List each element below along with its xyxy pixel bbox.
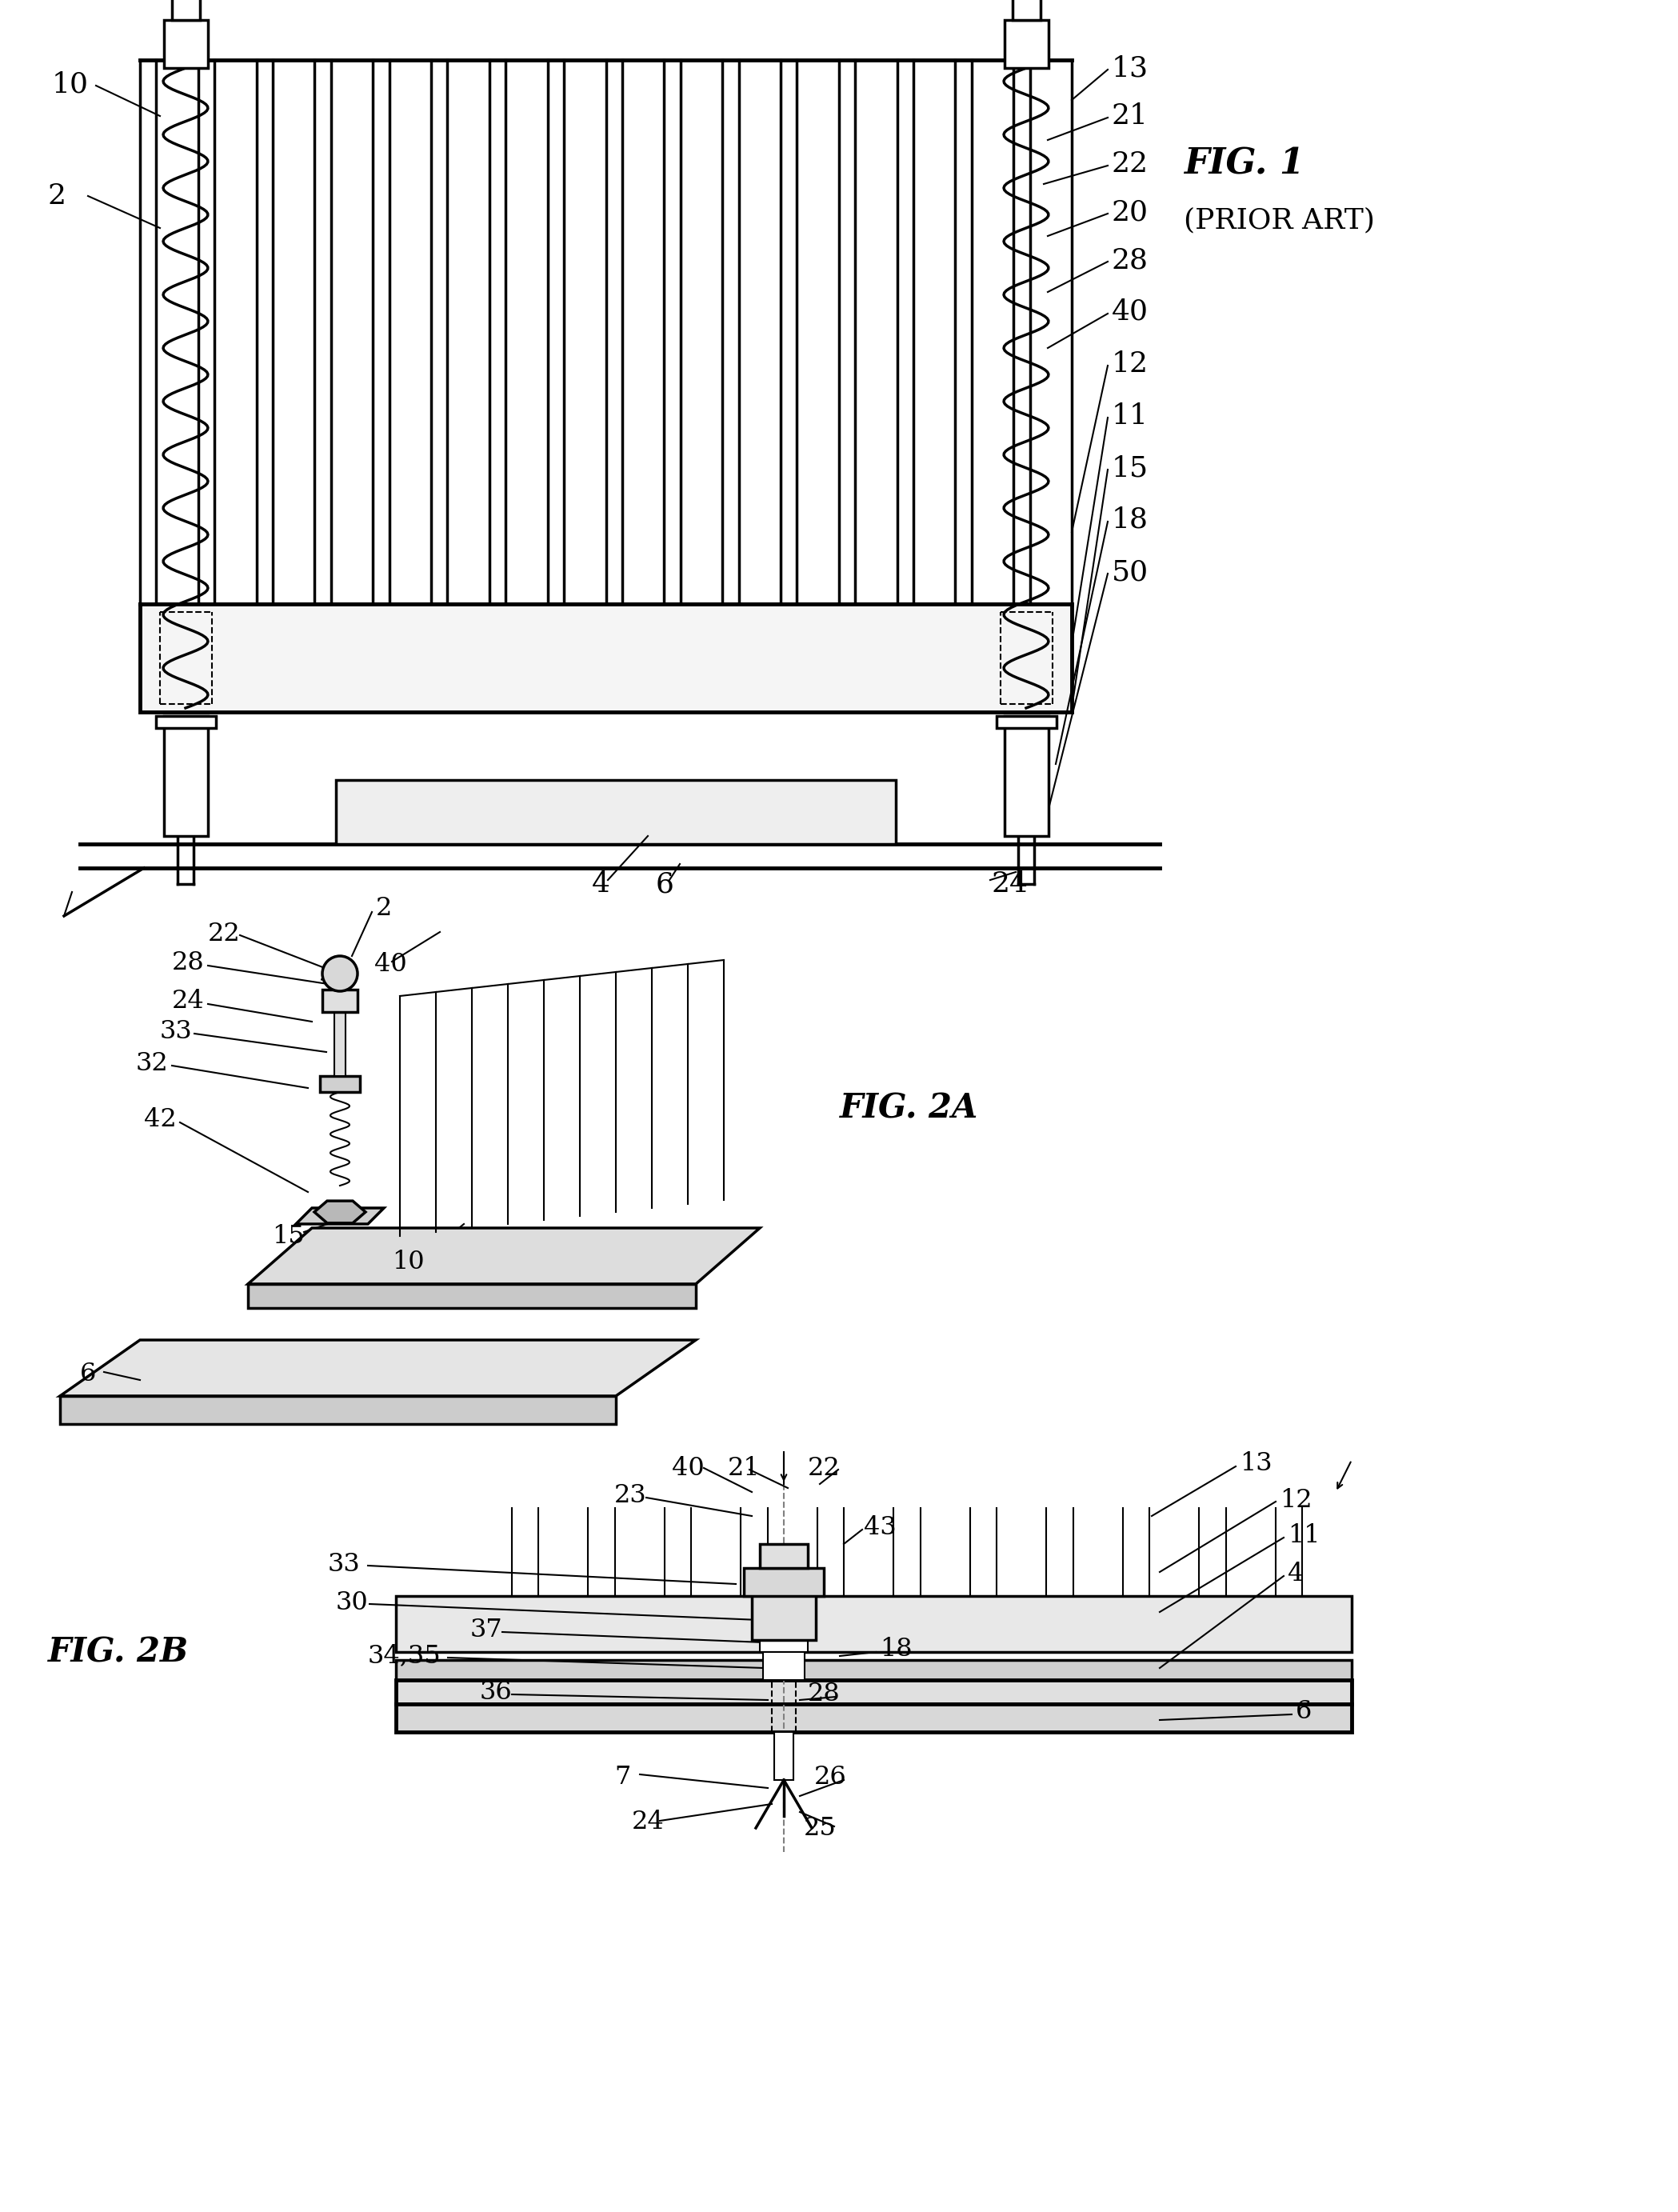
Bar bbox=[396, 1597, 1352, 1652]
Text: 10: 10 bbox=[393, 1250, 425, 1274]
Text: (PRIOR ART): (PRIOR ART) bbox=[1183, 206, 1374, 234]
Bar bbox=[156, 717, 215, 728]
Polygon shape bbox=[60, 1340, 696, 1396]
Text: 50: 50 bbox=[1113, 557, 1149, 586]
Bar bbox=[760, 1597, 807, 1652]
Polygon shape bbox=[314, 1201, 366, 1223]
Text: 15: 15 bbox=[1113, 453, 1149, 482]
Text: 33: 33 bbox=[327, 1551, 361, 1577]
Bar bbox=[334, 1013, 346, 1075]
Bar bbox=[336, 781, 896, 845]
Text: 21: 21 bbox=[1113, 102, 1148, 131]
Polygon shape bbox=[248, 1283, 696, 1307]
Text: 42: 42 bbox=[144, 1108, 176, 1133]
Text: 13: 13 bbox=[1113, 55, 1149, 82]
Text: 6: 6 bbox=[656, 869, 675, 898]
Polygon shape bbox=[60, 1396, 616, 1425]
Text: 10: 10 bbox=[52, 71, 89, 97]
Text: FIG. 2A: FIG. 2A bbox=[839, 1091, 978, 1124]
Text: 15: 15 bbox=[272, 1223, 304, 1248]
Text: 28: 28 bbox=[807, 1681, 841, 1708]
Bar bbox=[163, 717, 208, 836]
Text: 12: 12 bbox=[1280, 1489, 1312, 1513]
Text: FIG. 1: FIG. 1 bbox=[1183, 146, 1304, 181]
Text: 40: 40 bbox=[671, 1455, 705, 1480]
Text: FIG. 2B: FIG. 2B bbox=[49, 1635, 190, 1668]
Text: 11: 11 bbox=[1287, 1524, 1321, 1548]
Bar bbox=[760, 1544, 807, 1568]
Text: 40: 40 bbox=[1113, 299, 1148, 325]
Text: 13: 13 bbox=[1240, 1451, 1272, 1475]
Text: 6: 6 bbox=[81, 1360, 96, 1387]
Text: 18: 18 bbox=[879, 1637, 913, 1661]
Bar bbox=[163, 20, 208, 69]
Text: 25: 25 bbox=[804, 1816, 837, 1840]
Text: 23: 23 bbox=[614, 1484, 646, 1509]
Text: 2: 2 bbox=[49, 181, 67, 210]
Text: 26: 26 bbox=[814, 1765, 847, 1790]
Text: 24: 24 bbox=[171, 989, 205, 1013]
Bar bbox=[396, 1679, 1352, 1703]
Text: 22: 22 bbox=[807, 1455, 841, 1480]
Text: 28: 28 bbox=[1113, 246, 1148, 274]
Text: 22: 22 bbox=[208, 920, 240, 947]
Text: 2: 2 bbox=[376, 896, 393, 920]
Bar bbox=[997, 717, 1055, 728]
Bar bbox=[396, 1703, 1352, 1732]
Text: 34,35: 34,35 bbox=[367, 1644, 441, 1668]
Text: 24: 24 bbox=[992, 869, 1029, 898]
Text: 11: 11 bbox=[1113, 403, 1148, 429]
Text: 40: 40 bbox=[374, 951, 406, 975]
Bar bbox=[1003, 717, 1049, 836]
Text: 21: 21 bbox=[728, 1455, 760, 1480]
Bar bbox=[139, 604, 1072, 712]
Bar bbox=[171, 0, 200, 20]
Bar bbox=[320, 1075, 359, 1093]
Text: 18: 18 bbox=[1113, 507, 1148, 533]
Bar bbox=[743, 1568, 824, 1597]
Bar bbox=[1003, 20, 1049, 69]
Bar bbox=[396, 1659, 1352, 1679]
Text: 33: 33 bbox=[159, 1020, 193, 1044]
Text: 30: 30 bbox=[336, 1590, 369, 1615]
Circle shape bbox=[322, 956, 357, 991]
Text: 37: 37 bbox=[470, 1617, 503, 1644]
Bar bbox=[763, 1652, 805, 1679]
Polygon shape bbox=[248, 1228, 760, 1283]
Text: 4: 4 bbox=[1287, 1562, 1304, 1586]
Text: 12: 12 bbox=[1113, 349, 1148, 378]
Text: 36: 36 bbox=[480, 1681, 512, 1705]
Text: 6: 6 bbox=[1295, 1699, 1312, 1725]
Bar bbox=[752, 1573, 816, 1639]
Text: 32: 32 bbox=[136, 1051, 168, 1075]
Text: 43: 43 bbox=[864, 1515, 896, 1540]
Text: 20: 20 bbox=[1113, 199, 1148, 226]
Bar bbox=[322, 989, 357, 1013]
Polygon shape bbox=[295, 1208, 384, 1223]
Bar bbox=[774, 1732, 794, 1781]
Bar bbox=[1012, 0, 1040, 20]
Text: 28: 28 bbox=[171, 951, 205, 975]
Text: 24: 24 bbox=[633, 1809, 664, 1834]
Text: 22: 22 bbox=[1113, 150, 1148, 177]
Text: 7: 7 bbox=[614, 1765, 631, 1790]
Text: 4: 4 bbox=[592, 869, 611, 898]
Text: 43: 43 bbox=[320, 967, 352, 991]
